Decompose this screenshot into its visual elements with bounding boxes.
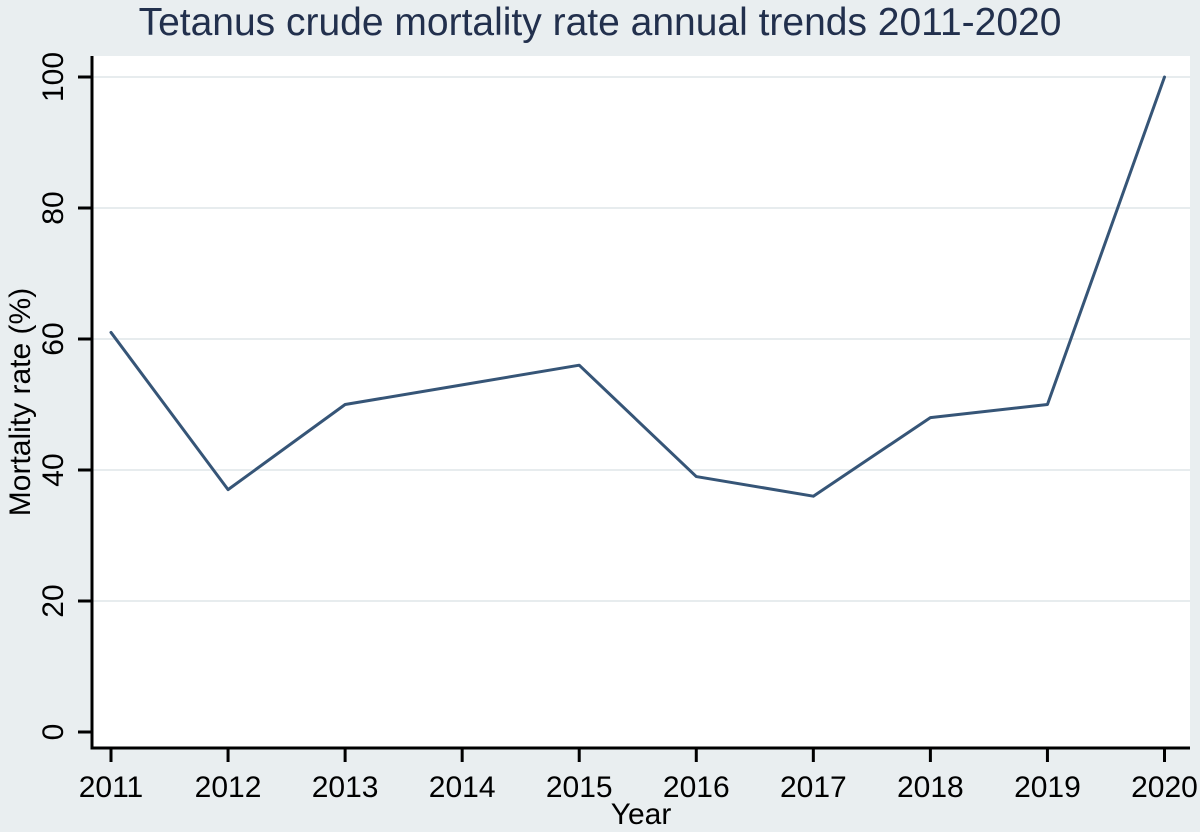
y-tick-label: 20 <box>37 584 70 617</box>
y-tick-label: 60 <box>37 322 70 355</box>
y-tick-label: 0 <box>37 724 70 741</box>
x-tick-label: 2012 <box>195 771 262 804</box>
data-line <box>109 75 1166 498</box>
y-axis-label: Mortality rate (%) <box>4 287 37 517</box>
x-axis-label: Year <box>610 798 672 831</box>
y-tick-label: 40 <box>37 453 70 486</box>
x-tick-label: 2017 <box>780 771 847 804</box>
y-tick-label: 100 <box>37 52 70 102</box>
axis-lines <box>90 56 1190 750</box>
plot-area-background <box>92 56 1190 748</box>
x-tick-label: 2019 <box>1014 771 1081 804</box>
y-tick-label: 80 <box>37 191 70 224</box>
x-tick-label: 2020 <box>1131 771 1198 804</box>
x-tick-label: 2018 <box>897 771 964 804</box>
x-tick-label: 2016 <box>663 771 730 804</box>
x-tick-label: 2014 <box>429 771 496 804</box>
x-tick-label: 2013 <box>312 771 379 804</box>
x-tick-label: 2011 <box>79 771 144 804</box>
x-tick-label: 2015 <box>546 771 613 804</box>
chart-title: Tetanus crude mortality rate annual tren… <box>138 1 1062 44</box>
